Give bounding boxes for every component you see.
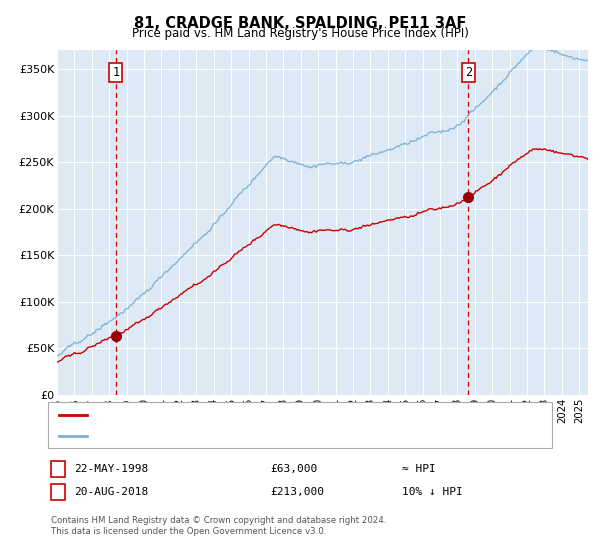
Text: 2: 2 (465, 66, 472, 79)
Text: 81, CRADGE BANK, SPALDING, PE11 3AF (detached house): 81, CRADGE BANK, SPALDING, PE11 3AF (det… (93, 410, 398, 420)
Text: 22-MAY-1998: 22-MAY-1998 (74, 464, 148, 474)
Text: 1: 1 (55, 464, 61, 474)
Text: 2: 2 (55, 487, 61, 497)
Text: 1: 1 (112, 66, 119, 79)
Text: HPI: Average price, detached house, South Holland: HPI: Average price, detached house, Sout… (93, 431, 359, 441)
Text: 20-AUG-2018: 20-AUG-2018 (74, 487, 148, 497)
Text: £63,000: £63,000 (270, 464, 317, 474)
Text: ≈ HPI: ≈ HPI (402, 464, 436, 474)
Text: Contains HM Land Registry data © Crown copyright and database right 2024.
This d: Contains HM Land Registry data © Crown c… (51, 516, 386, 536)
Text: £213,000: £213,000 (270, 487, 324, 497)
Text: 10% ↓ HPI: 10% ↓ HPI (402, 487, 463, 497)
Text: 81, CRADGE BANK, SPALDING, PE11 3AF: 81, CRADGE BANK, SPALDING, PE11 3AF (134, 16, 466, 31)
Text: Price paid vs. HM Land Registry's House Price Index (HPI): Price paid vs. HM Land Registry's House … (131, 27, 469, 40)
